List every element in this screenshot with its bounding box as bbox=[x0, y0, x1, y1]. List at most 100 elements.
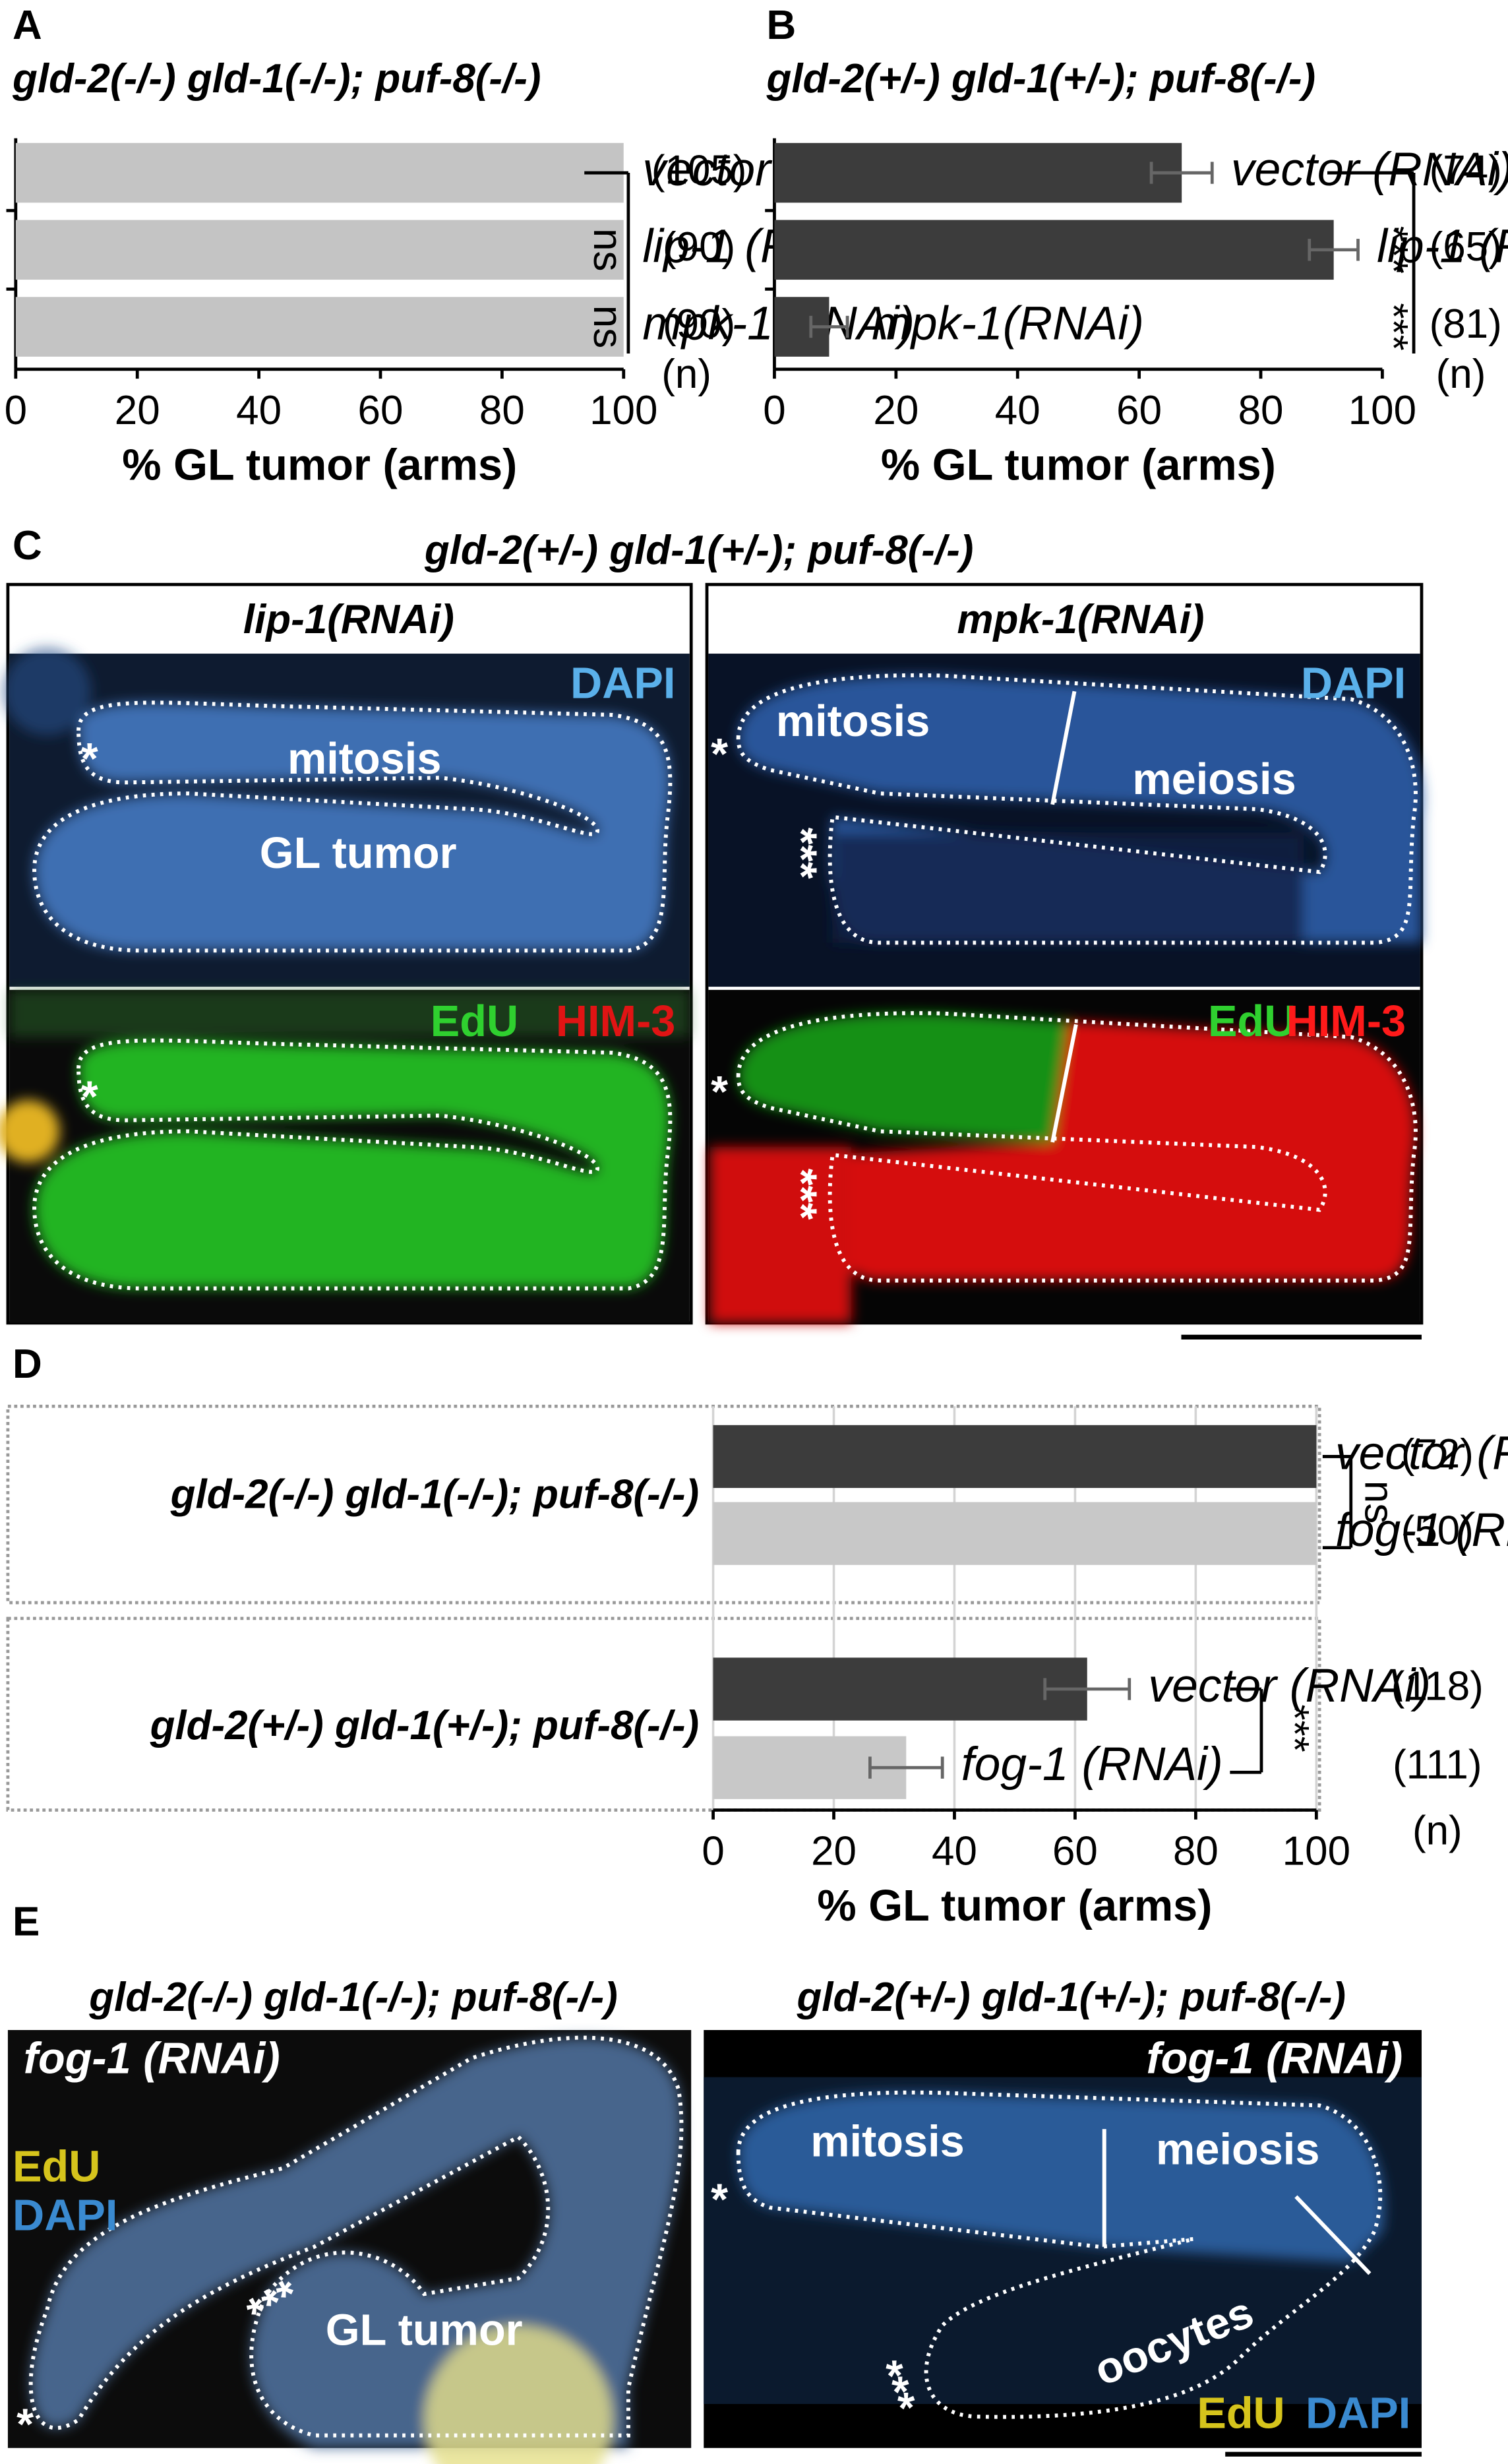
x-tick-label: 0 bbox=[5, 388, 27, 433]
group-label: gld-2(+/-) gld-1(+/-); puf-8(-/-) bbox=[150, 1703, 700, 1748]
significance: ns bbox=[585, 228, 630, 271]
boundary-line bbox=[1050, 1024, 1078, 1143]
x-axis-title: % GL tumor (arms) bbox=[817, 1882, 1212, 1930]
x-axis-title: % GL tumor (arms) bbox=[881, 441, 1276, 490]
panel-letter: C bbox=[13, 523, 42, 569]
stain-label: DAPI bbox=[1301, 660, 1406, 708]
tissue bbox=[0, 989, 690, 1289]
n-label: (81) bbox=[1430, 301, 1502, 347]
panel-title: gld-2(+/-) gld-1(+/-); puf-8(-/-) bbox=[424, 528, 974, 573]
region-label: mitosis bbox=[287, 735, 441, 784]
bar bbox=[713, 1425, 1317, 1489]
x-tick-label: 40 bbox=[995, 388, 1041, 433]
n-label: (118) bbox=[1391, 1663, 1484, 1709]
region-label: meiosis bbox=[1156, 2125, 1319, 2174]
region-label: mitosis bbox=[810, 2118, 964, 2167]
region-label: GL tumor bbox=[326, 2306, 523, 2355]
x-tick-label: 60 bbox=[1052, 1829, 1098, 1874]
stain-label: EdU bbox=[1197, 2389, 1284, 2438]
rnai-label: fog-1 (RNAi) bbox=[1146, 2034, 1402, 2083]
chart-title: gld-2(-/-) gld-1(-/-); puf-8(-/-) bbox=[12, 56, 541, 102]
region-label: meiosis bbox=[1132, 755, 1296, 804]
region-label: mitosis bbox=[776, 697, 930, 746]
n-label: (90) bbox=[663, 224, 735, 270]
distal-mark: * bbox=[16, 2400, 34, 2449]
x-tick-label: 20 bbox=[115, 388, 160, 433]
bar-label: vector (RNAi) bbox=[1335, 1427, 1508, 1479]
panel-c: C gld-2(+/-) gld-1(+/-); puf-8(-/-) lip-… bbox=[0, 523, 1424, 1340]
n-label: (90) bbox=[663, 301, 735, 347]
boundary-line bbox=[1050, 691, 1077, 805]
panel-letter: B bbox=[767, 3, 797, 48]
bar bbox=[774, 142, 1182, 203]
bar-label: vector (RNAi) bbox=[1231, 143, 1508, 196]
bar-label: vector (RNAi) bbox=[1148, 1659, 1431, 1712]
n-header: (n) bbox=[1412, 1808, 1463, 1854]
x-tick-label: 20 bbox=[811, 1829, 857, 1874]
bar-label: fog-1 (RNAi) bbox=[1335, 1504, 1508, 1556]
boundary-line bbox=[1294, 2195, 1372, 2275]
x-tick-label: 100 bbox=[1282, 1829, 1350, 1874]
region-label: GL tumor bbox=[260, 829, 457, 878]
significance: ns bbox=[585, 305, 630, 348]
proximal-mark: *** bbox=[777, 828, 826, 879]
outline bbox=[736, 673, 1418, 945]
bar bbox=[15, 297, 624, 357]
x-tick-label: 80 bbox=[1173, 1829, 1219, 1874]
bar-label: fog-1 (RNAi) bbox=[961, 1738, 1223, 1791]
rnai-label: fog-1 (RNAi) bbox=[24, 2034, 280, 2083]
distal-mark: * bbox=[81, 735, 98, 784]
tissue bbox=[3, 647, 671, 951]
x-tick-label: 0 bbox=[763, 388, 785, 433]
n-label: (74) bbox=[1430, 147, 1502, 193]
x-axis-title: % GL tumor (arms) bbox=[122, 441, 517, 490]
bar bbox=[15, 220, 624, 280]
bar bbox=[774, 220, 1334, 280]
bar bbox=[713, 1657, 1087, 1721]
x-tick-label: 100 bbox=[589, 388, 657, 433]
significance: *** bbox=[1370, 303, 1416, 350]
bar bbox=[15, 142, 624, 203]
n-label: (65) bbox=[1430, 224, 1502, 270]
n-label: (72) bbox=[1401, 1431, 1474, 1477]
bar-label: mpk-1(RNAi) bbox=[872, 297, 1144, 350]
bar bbox=[713, 1502, 1317, 1565]
stain-label: DAPI bbox=[13, 2192, 117, 2240]
panel-e: E gld-2(-/-) gld-1(-/-); puf-8(-/-) gld-… bbox=[7, 1899, 1422, 2464]
x-tick-label: 80 bbox=[479, 388, 525, 433]
x-tick-label: 40 bbox=[932, 1829, 977, 1874]
tissue bbox=[738, 675, 1424, 943]
group-box bbox=[6, 1617, 1321, 1812]
outline bbox=[736, 1011, 1418, 1283]
significance: *** bbox=[1271, 1704, 1317, 1752]
distal-mark: * bbox=[711, 730, 728, 779]
bar-label: lip-1 (RNAi) bbox=[1377, 220, 1508, 273]
outline bbox=[736, 2090, 1383, 2419]
group-box bbox=[6, 1404, 1321, 1605]
stain-label: EdU bbox=[13, 2143, 100, 2192]
x-tick-label: 60 bbox=[1116, 388, 1162, 433]
panel-title: gld-2(-/-) gld-1(-/-); puf-8(-/-) bbox=[88, 1975, 617, 2020]
x-tick-label: 60 bbox=[358, 388, 404, 433]
proximal-mark: *** bbox=[777, 1169, 826, 1220]
tissue bbox=[30, 2037, 682, 2464]
stain-label: DAPI bbox=[570, 660, 675, 708]
column-title: mpk-1(RNAi) bbox=[957, 597, 1204, 642]
n-header: (n) bbox=[1436, 352, 1486, 397]
column-title: lip-1(RNAi) bbox=[243, 597, 454, 642]
x-tick-label: 20 bbox=[873, 388, 919, 433]
x-tick-label: 40 bbox=[236, 388, 282, 433]
panel-title: gld-2(+/-) gld-1(+/-); puf-8(-/-) bbox=[796, 1975, 1346, 2020]
tissue bbox=[738, 2092, 1385, 2263]
distal-mark: * bbox=[711, 1068, 728, 1117]
significance: ns bbox=[1356, 1481, 1402, 1524]
stain-label: HIM-3 bbox=[556, 997, 676, 1046]
stain-label: EdU bbox=[431, 997, 518, 1046]
x-tick-label: 0 bbox=[702, 1829, 724, 1874]
panel-letter: D bbox=[13, 1341, 42, 1387]
stain-label: HIM-3 bbox=[1286, 997, 1406, 1046]
panel-letter: E bbox=[13, 1899, 40, 1945]
stain-label: EdU bbox=[1208, 997, 1296, 1046]
